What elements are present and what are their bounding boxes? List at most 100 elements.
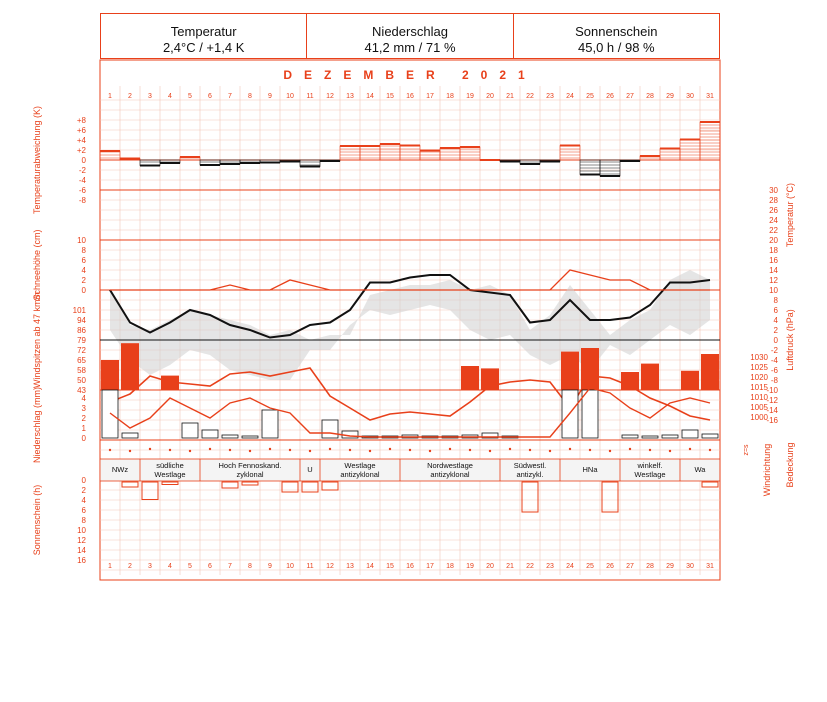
temp-tick: 18 <box>769 246 778 255</box>
winddir-dot <box>568 447 572 451</box>
summary-bar: Temperatur 2,4°C / +1,4 K Niederschlag 4… <box>100 13 720 59</box>
tempdev-bar <box>619 159 641 162</box>
day-label-bottom: 10 <box>286 563 294 570</box>
precip-ylabel: Niederschlag (mm) <box>32 387 42 463</box>
weathertype-label: südliche <box>156 461 184 470</box>
temp-tick: -2 <box>771 346 779 355</box>
weathertype-label: Westlage <box>634 470 665 479</box>
weathertype-label: Südwestl. <box>514 461 547 470</box>
pressure-tick: 1030 <box>750 353 768 362</box>
winddir-dot <box>608 449 612 453</box>
weathertype-label: antizyklonal <box>340 470 380 479</box>
tempdev-bar <box>639 155 661 161</box>
precip-bar <box>421 435 439 439</box>
weathertype-label: U <box>307 465 312 474</box>
day-label-top: 13 <box>346 93 354 100</box>
tempdev-bar <box>679 139 701 161</box>
sun-bar <box>281 481 299 493</box>
tempdev-bar <box>599 159 621 177</box>
day-label-bottom: 23 <box>546 563 554 570</box>
day-label-bottom: 15 <box>386 563 394 570</box>
weathertype-label: HNa <box>582 465 598 474</box>
temp-tick: -16 <box>766 416 778 425</box>
precip-bar <box>261 409 279 439</box>
day-label-bottom: 28 <box>646 563 654 570</box>
precip-bar <box>701 433 719 439</box>
day-label-top: 23 <box>546 93 554 100</box>
sun-ylabel: Sonnenschein (h) <box>32 485 42 556</box>
tempdev-tick: -8 <box>79 196 87 205</box>
precip-tick: 3 <box>82 404 87 413</box>
precip-bar <box>461 434 479 439</box>
wind-bar <box>161 375 179 390</box>
tempdev-bar <box>499 159 521 162</box>
tempdev-ylabel: Temperaturabweichung (K) <box>32 106 42 214</box>
winddir-dot <box>248 449 252 453</box>
temp-tick: 24 <box>769 216 778 225</box>
day-label-bottom: 1 <box>108 563 112 570</box>
wind-tick: 79 <box>77 336 86 345</box>
snow-tick: 0 <box>82 286 87 295</box>
day-label-top: 30 <box>686 93 694 100</box>
winddir-dot <box>648 448 652 452</box>
tempdev-tick: -6 <box>79 186 87 195</box>
day-label-bottom: 20 <box>486 563 494 570</box>
winddir-dot <box>408 448 412 452</box>
pressure-tick: 1020 <box>750 373 768 382</box>
day-label-bottom: 27 <box>626 563 634 570</box>
day-label-top: 2 <box>128 93 132 100</box>
tempdev-bar <box>199 159 221 166</box>
snow-line <box>110 269 710 291</box>
day-label-bottom: 4 <box>168 563 172 570</box>
pressure-tick: 1025 <box>750 363 768 372</box>
temp-tick: 20 <box>769 236 778 245</box>
winddir-dot <box>108 448 112 452</box>
tempdev-bar <box>179 156 201 161</box>
wind-tick: 58 <box>77 366 86 375</box>
winddir-dot <box>268 447 272 451</box>
sun-tick: 4 <box>82 496 87 505</box>
tempdev-bar <box>279 159 301 162</box>
winddir-dot <box>468 448 472 452</box>
summary-temperature: Temperatur 2,4°C / +1,4 K <box>101 14 308 58</box>
pressure-tick: 1005 <box>750 403 768 412</box>
winddir-dot <box>348 448 352 452</box>
day-label-bottom: 9 <box>268 563 272 570</box>
day-label-bottom: 18 <box>446 563 454 570</box>
sun-tick: 10 <box>77 526 86 535</box>
day-label-bottom: 21 <box>506 563 514 570</box>
sun-tick: 14 <box>77 546 86 555</box>
wind-bar <box>621 372 639 390</box>
winddir-dot <box>188 449 192 453</box>
day-label-bottom: 6 <box>208 563 212 570</box>
temp-tick: -10 <box>766 386 778 395</box>
tempdev-bar <box>479 159 501 161</box>
tempdev-bar <box>239 159 261 164</box>
day-label-top: 3 <box>148 93 152 100</box>
sun-bar <box>601 481 619 513</box>
day-label-bottom: 8 <box>248 563 252 570</box>
winddir-dot <box>528 448 532 452</box>
weathertype-label: Wa <box>695 465 707 474</box>
day-label-top: 29 <box>666 93 674 100</box>
wind-tick: 101 <box>73 306 87 315</box>
tempdev-bar <box>699 121 721 161</box>
tempdev-bar <box>139 159 161 166</box>
pressure-line <box>109 367 711 421</box>
day-label-top: 18 <box>446 93 454 100</box>
weathertype-label: antizyklonal <box>430 470 470 479</box>
temp-tick: -12 <box>766 396 778 405</box>
tempdev-bar <box>219 159 241 165</box>
precip-tick: 1 <box>82 424 87 433</box>
temp-range-band <box>110 270 710 380</box>
tempdev-bar <box>559 145 581 161</box>
wind-bar <box>581 348 599 390</box>
temp-tick: 30 <box>769 186 778 195</box>
sun-tick: 2 <box>82 486 87 495</box>
tempdev-bar <box>379 143 401 161</box>
wind-tick: 43 <box>77 386 86 395</box>
day-label-top: 21 <box>506 93 514 100</box>
sun-tick: 6 <box>82 506 87 515</box>
tempdev-bar <box>439 147 461 161</box>
